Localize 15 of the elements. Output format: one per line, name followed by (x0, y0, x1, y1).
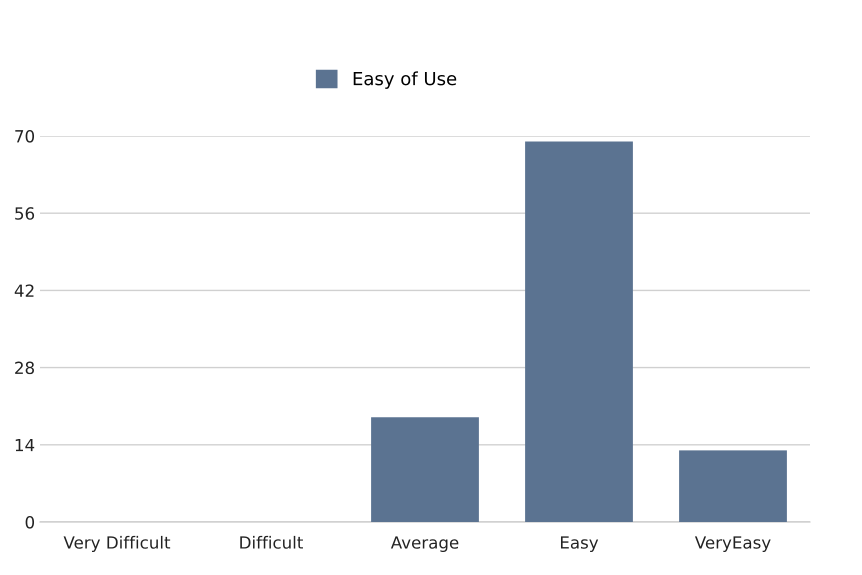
legend-label: Easy of Use (354, 71, 456, 89)
y-tick-label: 70 (15, 130, 34, 143)
x-tick-label: Very Difficult (64, 536, 170, 552)
bar (525, 142, 633, 522)
x-tick-label: Average (390, 536, 458, 552)
bar (679, 450, 787, 522)
bar (371, 417, 479, 522)
y-tick-label: 28 (15, 362, 34, 374)
x-tick-label: VeryEasy (694, 536, 771, 552)
x-tick-label: Easy (560, 536, 598, 552)
y-tick-label: 0 (26, 516, 34, 529)
x-tick-label: Difficult (240, 536, 303, 549)
y-tick-label: 14 (16, 438, 34, 452)
y-tick-label: 56 (15, 207, 34, 220)
y-tick-label: 42 (14, 284, 34, 297)
